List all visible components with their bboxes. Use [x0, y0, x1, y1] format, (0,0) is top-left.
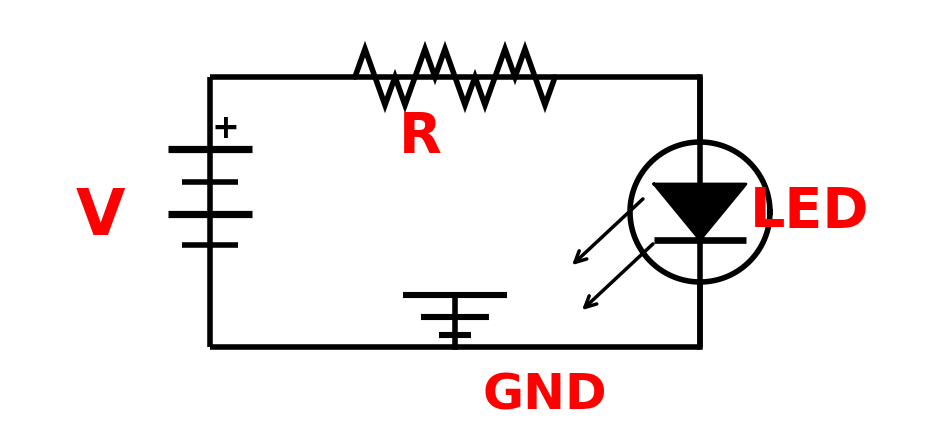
- Text: LED: LED: [750, 185, 870, 239]
- Text: V: V: [75, 186, 124, 248]
- Polygon shape: [654, 184, 746, 240]
- Text: R: R: [399, 110, 442, 164]
- Text: +: +: [211, 113, 239, 146]
- Text: GND: GND: [483, 371, 607, 419]
